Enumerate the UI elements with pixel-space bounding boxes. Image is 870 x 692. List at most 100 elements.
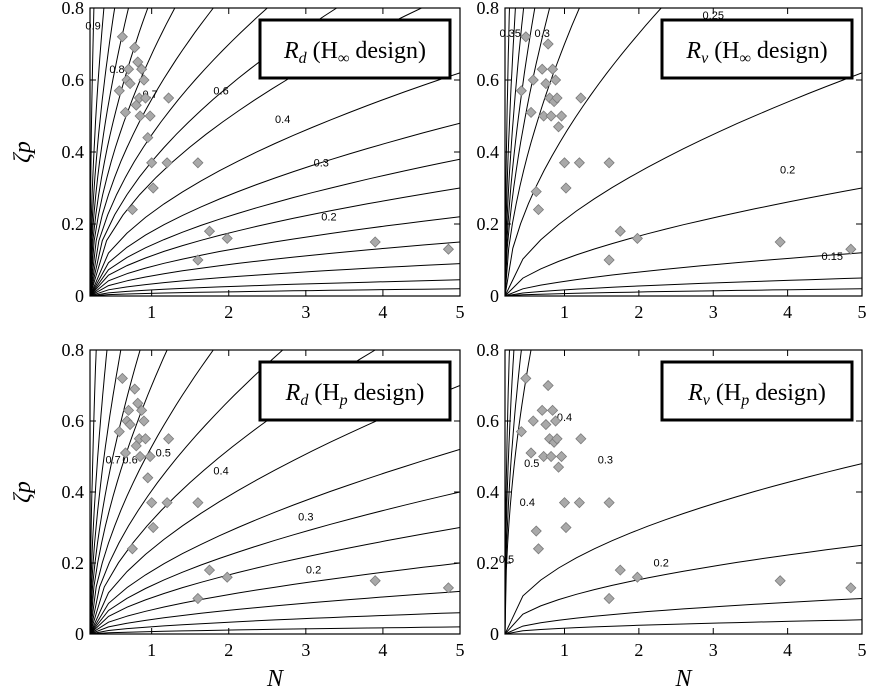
data-point bbox=[527, 74, 539, 86]
x-axis-label: N bbox=[674, 666, 693, 692]
x-tick-label: 5 bbox=[858, 302, 867, 322]
data-point bbox=[550, 74, 562, 86]
data-point bbox=[558, 497, 571, 509]
annotation-label: Rd (H∞ design) bbox=[283, 38, 426, 67]
contour-line bbox=[90, 350, 214, 634]
contour-line bbox=[90, 8, 214, 296]
x-tick-label: 1 bbox=[147, 302, 156, 322]
x-tick-label: 1 bbox=[560, 302, 569, 322]
contour-label: 0.2 bbox=[306, 565, 321, 577]
y-tick-label: 0.4 bbox=[62, 482, 85, 502]
data-point bbox=[547, 404, 559, 416]
annotation-frame bbox=[660, 18, 854, 80]
data-point bbox=[603, 497, 615, 509]
data-point bbox=[545, 450, 557, 463]
y-tick-label: 0.2 bbox=[62, 553, 85, 573]
data-point bbox=[139, 433, 152, 445]
y-tick-label: 0 bbox=[490, 624, 499, 644]
data-point bbox=[192, 254, 204, 266]
chart-panel-top-right: 0.35 0.30.250.20.151 2 3 4 500.20.40.60.8Rv (… bbox=[477, 0, 867, 322]
data-point bbox=[147, 521, 159, 534]
contour-line bbox=[505, 277, 862, 296]
data-point bbox=[575, 92, 587, 104]
y-axis-label: ζp bbox=[10, 141, 36, 163]
contour-line bbox=[90, 350, 141, 634]
contour-line bbox=[90, 8, 176, 296]
data-point bbox=[552, 121, 565, 133]
contour-line bbox=[90, 590, 460, 634]
y-tick-label: 0.4 bbox=[477, 142, 500, 162]
y-tick-label: 0.6 bbox=[62, 411, 85, 431]
contour-label: 0.4 bbox=[275, 114, 290, 126]
contour-label: 0.8 bbox=[109, 64, 124, 76]
data-point bbox=[774, 236, 786, 248]
data-point bbox=[161, 497, 173, 509]
contour-line bbox=[505, 8, 510, 296]
contour-line bbox=[90, 8, 149, 296]
contour-line bbox=[90, 527, 460, 634]
contour-lines bbox=[90, 8, 460, 296]
annotation-label: Rv (H∞ design) bbox=[685, 38, 827, 67]
x-tick-label: 4 bbox=[783, 302, 792, 322]
y-tick-label: 0.8 bbox=[477, 0, 500, 18]
contour-line bbox=[90, 8, 105, 296]
contour-line bbox=[505, 350, 510, 634]
contour-label: 0.3 bbox=[598, 455, 613, 467]
contour-label: 0.3 bbox=[298, 511, 313, 523]
x-tick-label: 2 bbox=[224, 640, 233, 660]
annotation-frame bbox=[258, 18, 452, 80]
annotation-frame bbox=[258, 360, 452, 422]
y-tick-label: 0.2 bbox=[477, 214, 500, 234]
data-point bbox=[555, 450, 568, 463]
contour-line bbox=[505, 252, 862, 296]
y-axis-label: ζp bbox=[10, 481, 36, 503]
data-point bbox=[442, 243, 455, 255]
data-point bbox=[192, 157, 204, 169]
contour-line bbox=[90, 562, 460, 634]
data-point bbox=[552, 461, 565, 473]
contour-line bbox=[90, 491, 460, 634]
data-point bbox=[575, 433, 587, 445]
contour-line bbox=[90, 187, 460, 296]
data-point bbox=[119, 106, 132, 118]
contour-line bbox=[505, 187, 862, 296]
contour-label: 0.3 bbox=[535, 28, 550, 40]
data-point bbox=[144, 110, 156, 122]
data-point bbox=[845, 243, 857, 255]
x-tick-label: 2 bbox=[224, 302, 233, 322]
y-tick-label: 0.8 bbox=[62, 340, 85, 360]
data-point bbox=[113, 426, 125, 438]
data-point bbox=[203, 564, 216, 576]
data-point bbox=[525, 447, 537, 459]
y-tick-label: 0.8 bbox=[62, 0, 85, 18]
data-point bbox=[603, 157, 615, 169]
data-point bbox=[536, 404, 548, 416]
data-point bbox=[221, 232, 233, 244]
data-point bbox=[631, 571, 643, 583]
x-tick-label: 2 bbox=[634, 640, 643, 660]
contour-line bbox=[505, 544, 862, 634]
data-point bbox=[116, 31, 128, 43]
data-point bbox=[126, 543, 138, 555]
data-point bbox=[515, 426, 527, 438]
data-point bbox=[542, 379, 554, 392]
contour-line bbox=[90, 158, 460, 296]
y-tick-label: 0 bbox=[490, 286, 499, 306]
data-point bbox=[147, 182, 159, 194]
x-tick-label: 5 bbox=[858, 640, 867, 660]
data-point bbox=[161, 157, 173, 169]
data-point bbox=[129, 383, 141, 395]
contour-line bbox=[505, 350, 515, 634]
x-tick-label: 3 bbox=[709, 640, 718, 660]
x-tick-label: 1 bbox=[147, 640, 156, 660]
contour-label: 0.5 bbox=[499, 554, 514, 566]
x-tick-label: 4 bbox=[783, 640, 792, 660]
data-point bbox=[192, 592, 204, 605]
contour-line bbox=[90, 448, 460, 634]
data-point bbox=[525, 106, 537, 118]
contour-label: 0.4 bbox=[520, 497, 535, 509]
contour-label: 0.2 bbox=[321, 211, 336, 223]
contour-line bbox=[505, 8, 516, 296]
data-point bbox=[542, 38, 554, 50]
